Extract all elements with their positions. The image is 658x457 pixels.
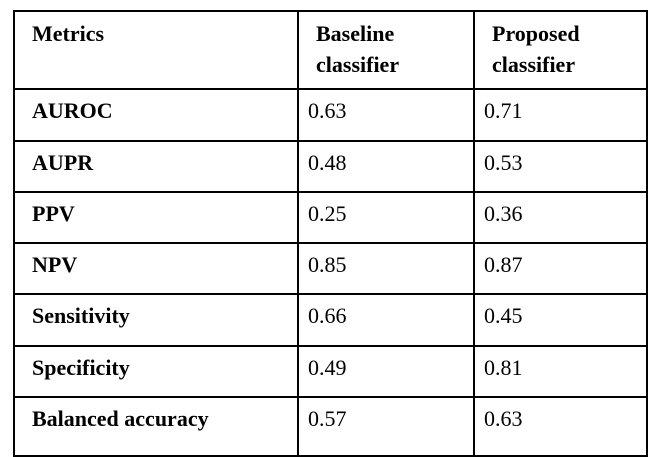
proposed-value-cell: 0.71 [473, 88, 648, 142]
proposed-value-cell: 0.53 [473, 139, 648, 193]
baseline-value-cell: 0.49 [297, 344, 475, 398]
table-row: Balanced accuracy 0.57 0.63 [13, 395, 648, 457]
table-row: Sensitivity 0.66 0.45 [13, 293, 648, 347]
proposed-value-cell: 0.36 [473, 190, 648, 245]
baseline-value-cell: 0.85 [297, 242, 475, 296]
metric-cell: PPV [13, 190, 299, 245]
metric-cell: Specificity [13, 344, 299, 398]
baseline-value-cell: 0.48 [297, 139, 475, 193]
header-proposed-classifier: Proposed classifier [473, 9, 648, 91]
proposed-value-cell: 0.45 [473, 293, 648, 347]
header-metrics: Metrics [13, 9, 299, 91]
header-baseline-classifier: Baseline classifier [297, 9, 475, 91]
metric-cell: NPV [13, 242, 299, 296]
table-header-row: Metrics Baseline classifier Proposed cla… [13, 9, 648, 91]
proposed-value-cell: 0.87 [473, 242, 648, 296]
metrics-comparison-table: Metrics Baseline classifier Proposed cla… [13, 9, 648, 457]
proposed-value-cell: 0.81 [473, 344, 648, 398]
metric-cell: Sensitivity [13, 293, 299, 347]
table-row: AUROC 0.63 0.71 [13, 88, 648, 142]
table-row: NPV 0.85 0.87 [13, 242, 648, 296]
baseline-value-cell: 0.66 [297, 293, 475, 347]
baseline-value-cell: 0.25 [297, 190, 475, 245]
metric-cell: Balanced accuracy [13, 395, 299, 457]
baseline-value-cell: 0.57 [297, 395, 475, 457]
baseline-value-cell: 0.63 [297, 88, 475, 142]
metric-cell: AUPR [13, 139, 299, 193]
table-row: AUPR 0.48 0.53 [13, 139, 648, 193]
table-row: Specificity 0.49 0.81 [13, 344, 648, 398]
table-row: PPV 0.25 0.36 [13, 190, 648, 245]
proposed-value-cell: 0.63 [473, 395, 648, 457]
metric-cell: AUROC [13, 88, 299, 142]
